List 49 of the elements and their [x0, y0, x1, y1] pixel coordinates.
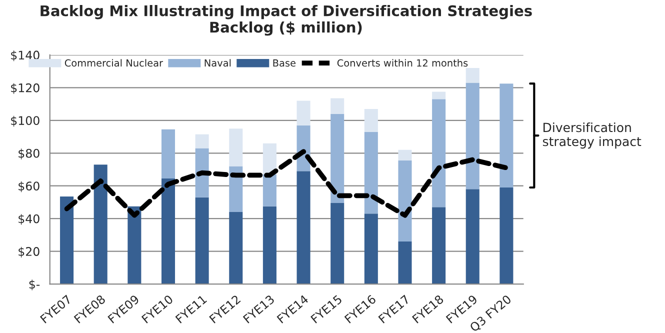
bar — [60, 196, 74, 284]
bar — [364, 108, 378, 132]
legend-label: Commercial Nuclear — [64, 59, 164, 67]
y-tick-label: $120 — [11, 83, 40, 94]
bar — [262, 143, 276, 174]
bar — [128, 206, 142, 284]
bar — [500, 188, 514, 284]
bar — [229, 166, 243, 212]
bar — [398, 150, 412, 160]
y-tick-label: $80 — [18, 148, 40, 160]
bar — [466, 189, 480, 284]
chart-subtitle: Backlog ($ million) — [210, 21, 362, 36]
legend-label: Naval — [204, 59, 231, 67]
bar — [432, 207, 446, 284]
y-tick-label: $- — [29, 280, 40, 290]
bar — [161, 178, 176, 284]
bar — [330, 114, 344, 204]
bar — [229, 212, 243, 284]
bar — [466, 82, 480, 190]
bar — [262, 174, 276, 206]
bar — [195, 148, 209, 198]
y-tick-label: $60 — [18, 181, 40, 192]
line-series — [64, 149, 509, 218]
bar — [364, 132, 378, 214]
legend-label: Converts within 12 months — [337, 59, 468, 67]
bar — [432, 92, 446, 100]
y-tick-label: $40 — [18, 214, 40, 225]
text: Diversification strategy impact — [542, 122, 642, 149]
bar — [398, 160, 412, 242]
bar — [330, 98, 344, 114]
y-tick-label: $20 — [18, 246, 40, 258]
bar — [296, 100, 310, 126]
bar — [262, 206, 276, 284]
legend-label: Base — [273, 59, 296, 67]
y-tick-label: $140 — [11, 50, 40, 62]
bar — [229, 128, 243, 166]
bar — [296, 171, 310, 284]
chart-title: Backlog Mix Illustrating Impact of Diversification Strategies — [40, 4, 532, 20]
bar — [500, 84, 514, 188]
bar — [195, 134, 209, 148]
bar — [398, 242, 412, 284]
bar — [195, 197, 209, 284]
bar — [94, 164, 108, 284]
bar — [364, 214, 378, 284]
bar — [466, 68, 480, 83]
bar — [330, 203, 344, 284]
bar — [432, 99, 446, 208]
bar — [161, 129, 176, 178]
y-tick-label: $100 — [11, 116, 40, 127]
